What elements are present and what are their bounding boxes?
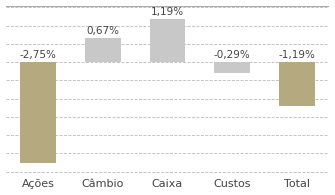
Text: 1,19%: 1,19% xyxy=(151,7,184,17)
Bar xyxy=(20,62,56,162)
Bar xyxy=(150,19,185,62)
Bar xyxy=(214,62,250,73)
Text: 0,67%: 0,67% xyxy=(86,26,119,36)
Text: -2,75%: -2,75% xyxy=(20,50,57,60)
Text: -1,19%: -1,19% xyxy=(278,50,315,60)
Text: -0,29%: -0,29% xyxy=(214,50,251,60)
Bar xyxy=(85,38,121,62)
Bar xyxy=(279,62,315,105)
